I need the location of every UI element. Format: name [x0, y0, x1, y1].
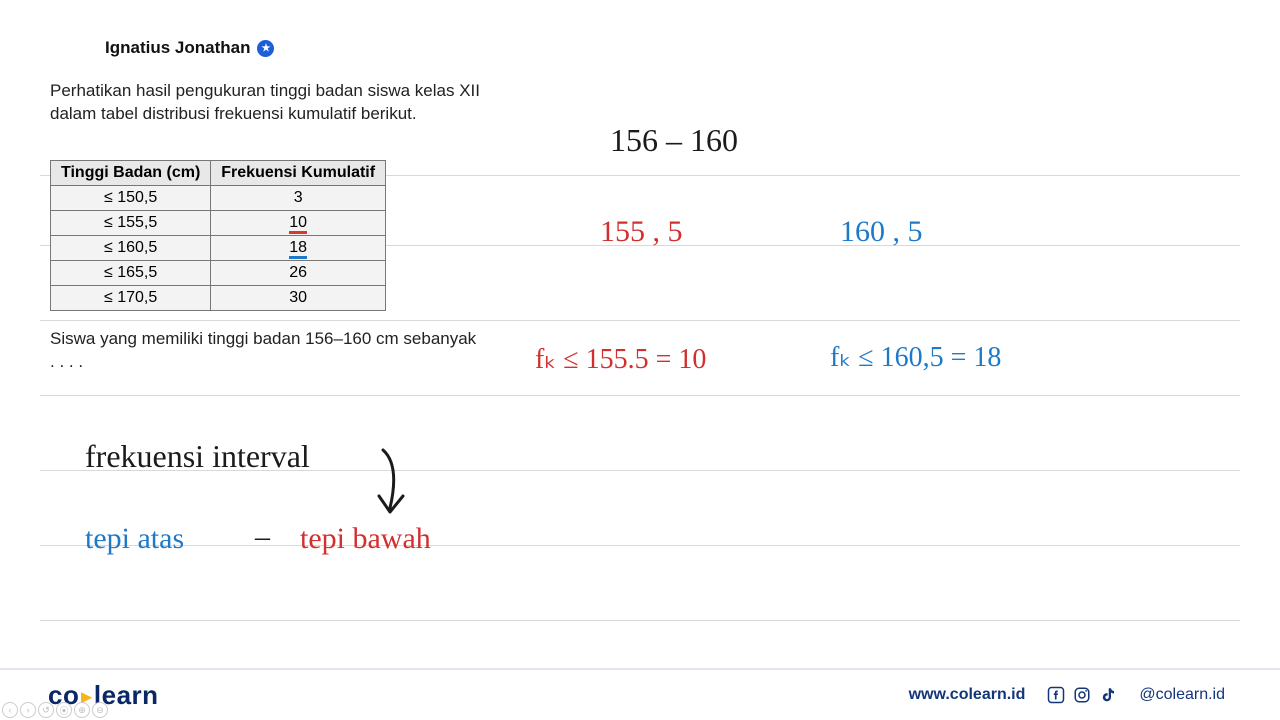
cell-freq: 26 [211, 261, 386, 286]
arrow-down-icon [365, 440, 425, 530]
cell-freq: 30 [211, 286, 386, 311]
col-header-tinggi: Tinggi Badan (cm) [51, 161, 211, 186]
hand-fk-upper: fₖ ≤ 160,5 = 18 [830, 340, 1001, 374]
tiktok-icon[interactable] [1099, 686, 1117, 704]
hand-lower-bound: 155 , 5 [600, 215, 683, 249]
problem-paragraph-2: Siswa yang memiliki tinggi badan 156–160… [50, 328, 480, 374]
ctrl-zoom-out[interactable]: ⊖ [92, 702, 108, 718]
ctrl-next[interactable]: › [20, 702, 36, 718]
cell-tinggi: ≤ 165,5 [51, 261, 211, 286]
cell-freq: 18 [211, 236, 386, 261]
hand-minus: – [255, 520, 270, 554]
footer-bar: co▸learn www.colearn.id @colearn.id [0, 668, 1280, 720]
problem-paragraph-1: Perhatikan hasil pengukuran tinggi badan… [50, 80, 480, 126]
verified-star-icon: ★ [257, 40, 274, 57]
table-row: ≤ 150,5 3 [51, 186, 386, 211]
hand-tepi-bawah: tepi bawah [300, 522, 431, 556]
ctrl-record[interactable]: ⦿ [56, 702, 72, 718]
table-row: ≤ 160,5 18 [51, 236, 386, 261]
highlight-18: 18 [289, 239, 307, 259]
table-row: ≤ 170,5 30 [51, 286, 386, 311]
author-name: Ignatius Jonathan [105, 38, 250, 58]
footer-right: www.colearn.id @colearn.id [909, 686, 1225, 704]
hand-tepi-atas: tepi atas [85, 522, 184, 556]
frequency-table: Tinggi Badan (cm) Frekuensi Kumulatif ≤ … [50, 160, 386, 311]
ctrl-replay[interactable]: ↺ [38, 702, 54, 718]
cell-tinggi: ≤ 155,5 [51, 211, 211, 236]
author-line: Ignatius Jonathan ★ [105, 38, 274, 58]
cell-freq: 10 [211, 211, 386, 236]
footer-url[interactable]: www.colearn.id [909, 686, 1026, 704]
rule-line [40, 545, 1240, 546]
highlight-10: 10 [289, 214, 307, 234]
facebook-icon[interactable] [1047, 686, 1065, 704]
hand-interval: 156 – 160 [610, 122, 738, 159]
footer-handle[interactable]: @colearn.id [1139, 686, 1225, 704]
cell-tinggi: ≤ 170,5 [51, 286, 211, 311]
player-controls: ‹ › ↺ ⦿ ⊕ ⊖ [2, 702, 108, 718]
social-icons [1047, 686, 1117, 704]
rule-line [40, 320, 1240, 321]
rule-line [40, 395, 1240, 396]
table-row: ≤ 155,5 10 [51, 211, 386, 236]
hand-fk-lower: fₖ ≤ 155.5 = 10 [535, 342, 706, 376]
col-header-frekuensi: Frekuensi Kumulatif [211, 161, 386, 186]
table-row: ≤ 165,5 26 [51, 261, 386, 286]
hand-upper-bound: 160 , 5 [840, 215, 923, 249]
cell-tinggi: ≤ 150,5 [51, 186, 211, 211]
cell-freq: 3 [211, 186, 386, 211]
rule-line [40, 620, 1240, 621]
page-canvas: Ignatius Jonathan ★ Perhatikan hasil pen… [0, 0, 1280, 720]
hand-frekuensi-interval: frekuensi interval [85, 438, 310, 475]
ctrl-zoom-in[interactable]: ⊕ [74, 702, 90, 718]
cell-tinggi: ≤ 160,5 [51, 236, 211, 261]
table-header-row: Tinggi Badan (cm) Frekuensi Kumulatif [51, 161, 386, 186]
instagram-icon[interactable] [1073, 686, 1091, 704]
ctrl-prev[interactable]: ‹ [2, 702, 18, 718]
